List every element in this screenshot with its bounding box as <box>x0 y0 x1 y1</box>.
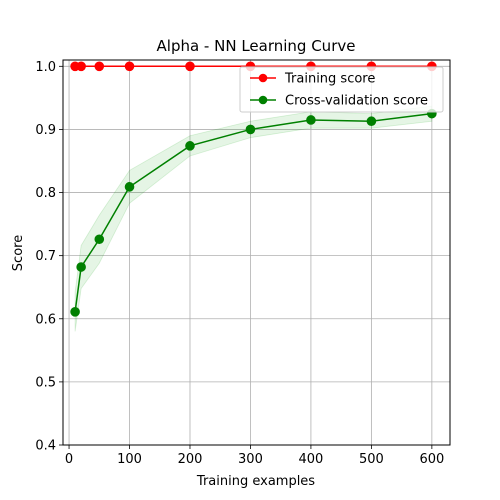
x-tick-label: 100 <box>117 452 142 467</box>
legend-box <box>239 66 444 113</box>
legend-training-score-label: Training score <box>284 72 375 87</box>
cross-validation-score-point <box>306 115 316 125</box>
x-tick-label: 0 <box>65 452 73 467</box>
y-tick-label: 0.8 <box>35 186 56 201</box>
cross-validation-score-point <box>124 182 135 192</box>
y-tick-label: 0.9 <box>35 123 56 138</box>
x-tick-label: 600 <box>419 452 444 467</box>
training-score-point <box>76 61 86 72</box>
x-tick-label: 200 <box>178 452 203 467</box>
cross-validation-score-point <box>366 116 377 127</box>
cross-validation-score-point <box>76 262 86 272</box>
y-tick-label: 0.5 <box>35 375 56 390</box>
y-tick-label: 0.6 <box>35 312 56 327</box>
y-tick-label: 0.4 <box>35 439 56 454</box>
legend-cross-validation-score-label: Cross-validation score <box>285 94 428 109</box>
series-layer <box>70 61 437 317</box>
x-tick-label: 400 <box>299 452 324 467</box>
training-score-point <box>94 61 105 72</box>
plot-frame <box>62 59 451 446</box>
legend-training-score-marker <box>258 73 268 83</box>
y-tick-label: 1.0 <box>35 60 56 75</box>
y-axis-title: Score <box>11 235 26 271</box>
cross-validation-score-line <box>74 112 432 312</box>
x-tick-label: 500 <box>359 452 384 467</box>
ticks-layer: 0 100 200 300 400 500 600 0.4 0.5 0.6 0.7 0.8 0.9 1.0 <box>35 60 444 467</box>
cross-validation-score-point <box>70 307 80 317</box>
x-axis-title: Training examples <box>196 474 315 489</box>
cross-validation-score-point <box>245 124 256 135</box>
legend: Training score Cross-validation score <box>239 66 444 113</box>
cross-validation-score-band <box>74 105 433 332</box>
legend-cross-validation-score-marker <box>258 95 268 105</box>
chart-title: Alpha - NN Learning Curve <box>157 37 356 55</box>
cross-validation-score-point <box>94 234 105 245</box>
training-score-point <box>124 61 135 72</box>
training-score-point <box>185 61 195 72</box>
x-tick-label: 300 <box>238 452 263 467</box>
cross-validation-score-point <box>185 141 195 151</box>
y-tick-label: 0.7 <box>35 249 56 264</box>
